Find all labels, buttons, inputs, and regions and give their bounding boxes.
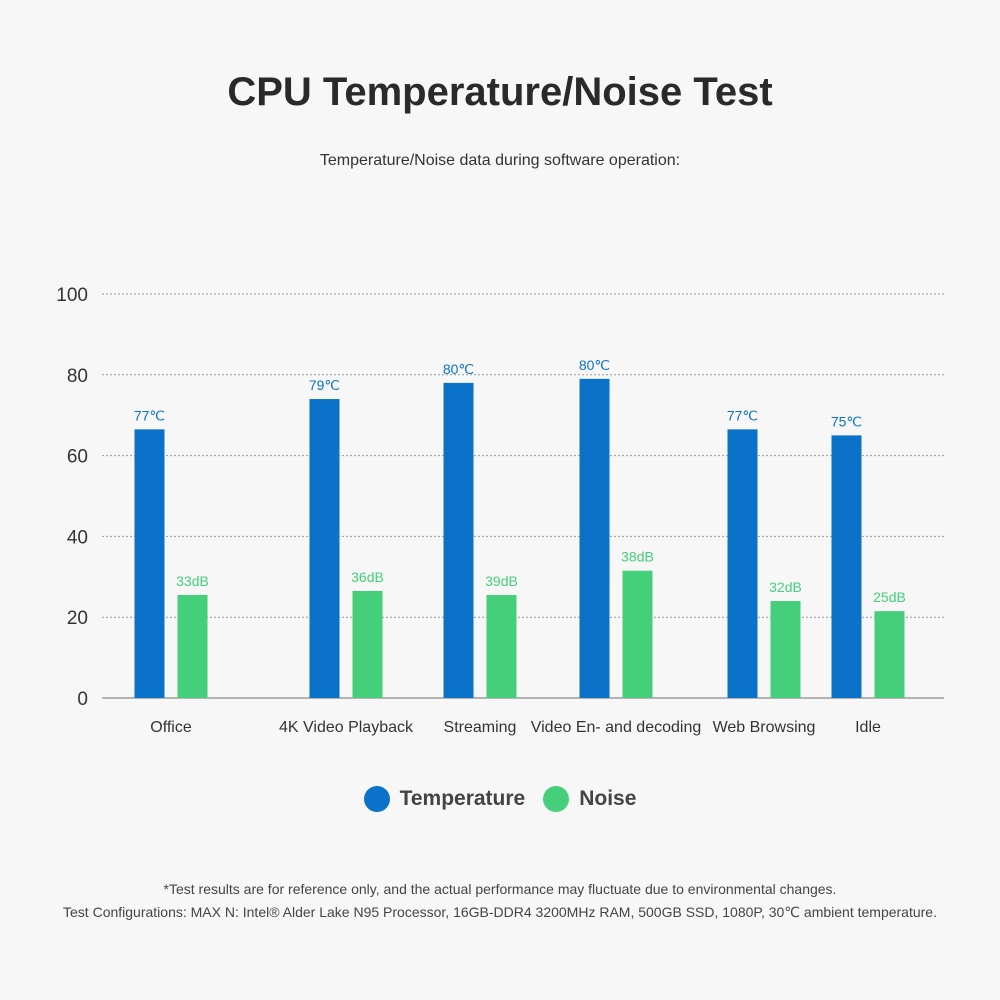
temperature-bar bbox=[831, 435, 862, 698]
legend-label-temperature: Temperature bbox=[399, 787, 526, 810]
noise-data-label: 39dB bbox=[485, 573, 518, 589]
noise-data-label: 38dB bbox=[621, 549, 654, 565]
x-category-label: Web Browsing bbox=[713, 719, 816, 736]
x-category-label: Office bbox=[150, 719, 192, 736]
noise-bar bbox=[177, 594, 208, 698]
temperature-data-label: 77℃ bbox=[727, 407, 758, 423]
legend-label-noise: Noise bbox=[579, 787, 637, 810]
temperature-data-label: 75℃ bbox=[831, 413, 862, 429]
x-category-label: 4K Video Playback bbox=[279, 719, 414, 736]
noise-data-label: 36dB bbox=[351, 569, 384, 585]
noise-swatch bbox=[543, 786, 570, 812]
y-tick-label: 20 bbox=[67, 608, 88, 629]
footnote: *Test results are for reference only, an… bbox=[0, 878, 1000, 924]
y-tick-label: 60 bbox=[67, 447, 88, 468]
temperature-data-label: 79℃ bbox=[309, 377, 340, 393]
noise-data-label: 32dB bbox=[769, 579, 802, 595]
temperature-swatch bbox=[363, 786, 390, 812]
noise-bar bbox=[622, 570, 653, 698]
noise-bar bbox=[874, 611, 905, 698]
temperature-bar bbox=[309, 399, 340, 698]
noise-bar bbox=[770, 601, 801, 698]
chart-legend: Temperature Noise bbox=[0, 786, 1000, 812]
noise-data-label: 33dB bbox=[176, 573, 209, 589]
x-category-label: Idle bbox=[855, 719, 881, 736]
bar-chart: 0 20 40 60 80 100 77℃ 33dB Office 79℃ 36dB 4K Video… bbox=[56, 285, 944, 736]
page-subtitle: Temperature/Noise data during software o… bbox=[319, 152, 681, 169]
legend-item-temperature: Temperature bbox=[363, 786, 526, 812]
y-tick-label: 100 bbox=[56, 285, 88, 306]
noise-bar bbox=[352, 590, 383, 698]
legend-item-noise: Noise bbox=[543, 786, 636, 812]
y-tick-label: 0 bbox=[77, 689, 88, 710]
temperature-bar bbox=[134, 429, 165, 698]
page-title: CPU Temperature/Noise Test bbox=[227, 70, 773, 114]
noise-bar bbox=[486, 594, 517, 698]
x-category-label: Streaming bbox=[444, 719, 517, 736]
x-category-label: Video En- and decoding bbox=[531, 719, 702, 736]
noise-data-label: 25dB bbox=[873, 589, 906, 605]
temperature-bar bbox=[727, 429, 758, 698]
temperature-bar bbox=[443, 382, 474, 698]
temperature-data-label: 80℃ bbox=[579, 357, 610, 373]
temperature-data-label: 80℃ bbox=[443, 361, 474, 377]
temperature-data-label: 77℃ bbox=[134, 407, 165, 423]
temperature-bar bbox=[579, 378, 610, 698]
y-tick-label: 40 bbox=[67, 527, 88, 548]
footnote-test-config: Test Configurations: MAX N: Intel® Alder… bbox=[63, 904, 937, 920]
y-tick-label: 80 bbox=[67, 366, 88, 387]
footnote-disclaimer: *Test results are for reference only, an… bbox=[163, 881, 837, 897]
